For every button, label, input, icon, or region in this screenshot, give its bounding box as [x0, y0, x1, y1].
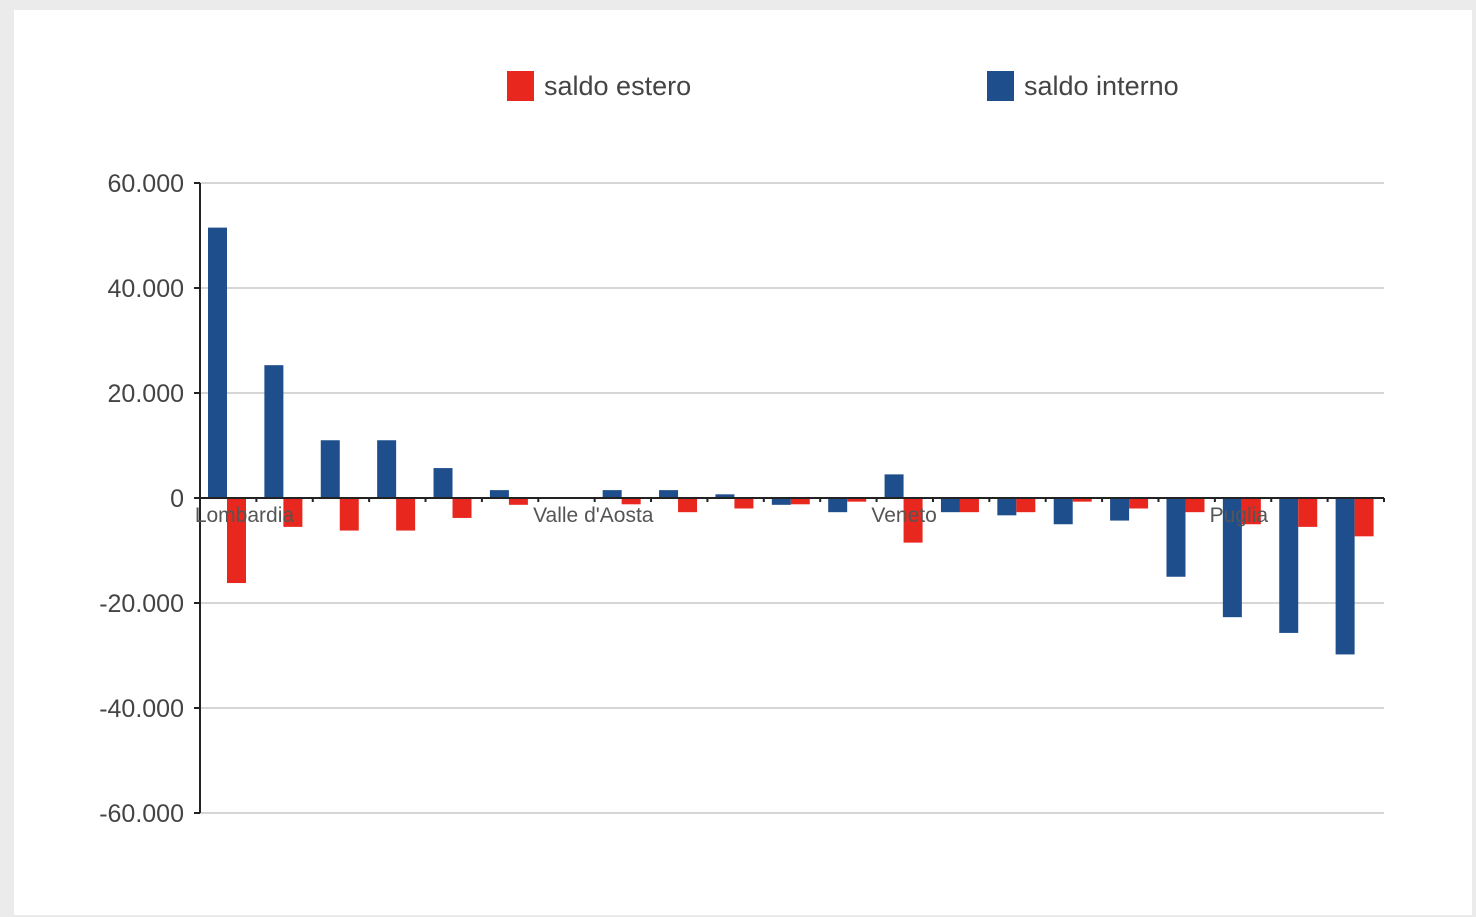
bar-saldo-interno-5 — [433, 468, 453, 498]
bar-saldo-interno-14 — [940, 498, 960, 513]
y-tick-label: 60.000 — [108, 170, 184, 198]
bar-saldo-interno-9 — [659, 490, 679, 498]
bar-saldo-interno-21 — [1335, 498, 1355, 655]
bar-saldo-estero-19 — [1241, 498, 1261, 525]
bar-saldo-interno-13 — [884, 474, 904, 498]
bar-saldo-interno-3 — [320, 440, 340, 498]
x-category-label: Puglia — [1210, 504, 1269, 527]
y-tick-label: -40.000 — [99, 695, 184, 723]
bar-saldo-estero-13 — [903, 498, 923, 543]
bar-saldo-estero-4 — [396, 498, 416, 531]
bar-saldo-interno-8 — [602, 490, 622, 498]
bar-saldo-interno-17 — [1110, 498, 1130, 521]
bar-chart: 60.000 40.000 20.000 0 -20.000 -40.000 -60.000… — [99, 170, 1385, 828]
x-category-label: Veneto — [871, 504, 936, 527]
bar-saldo-interno-4 — [377, 440, 397, 498]
bar-saldo-interno-20 — [1279, 498, 1299, 633]
bar-saldo-estero-11 — [790, 498, 810, 505]
bar-saldo-estero-14 — [959, 498, 979, 513]
bar-saldo-estero-18 — [1185, 498, 1205, 513]
legend-swatch-saldo-estero — [507, 71, 534, 101]
x-category-label: Valle d'Aosta — [533, 504, 654, 527]
y-tick-label: 20.000 — [108, 380, 184, 408]
y-tick-label: 0 — [170, 485, 184, 513]
bar-saldo-estero-16 — [1072, 498, 1092, 502]
bar-saldo-estero-3 — [339, 498, 359, 531]
bar-saldo-estero-8 — [621, 498, 641, 505]
bar-saldo-interno-18 — [1166, 498, 1186, 577]
bar-saldo-estero-17 — [1129, 498, 1149, 509]
bar-saldo-interno-19 — [1222, 498, 1242, 618]
y-tick-label: -20.000 — [99, 590, 184, 618]
bar-saldo-estero-1 — [227, 498, 246, 584]
bar-saldo-estero-6 — [508, 498, 528, 505]
bar-saldo-estero-5 — [452, 498, 472, 518]
bar-saldo-estero-12 — [847, 498, 867, 502]
bar-saldo-interno-15 — [997, 498, 1017, 516]
x-category-label: Lombardia — [195, 504, 295, 527]
bar-saldo-interno-10 — [715, 494, 735, 498]
bar-saldo-estero-21 — [1354, 498, 1374, 537]
bar-saldo-estero-10 — [734, 498, 754, 509]
legend-swatch-saldo-interno — [987, 71, 1014, 101]
bar-saldo-interno-16 — [1053, 498, 1073, 525]
bar-saldo-estero-20 — [1298, 498, 1318, 527]
bar-saldo-interno-6 — [489, 490, 509, 498]
bar-saldo-interno-12 — [828, 498, 848, 513]
legend-item-saldo-interno: saldo interno — [987, 70, 1179, 102]
legend-label-saldo-interno: saldo interno — [1024, 70, 1179, 101]
bar-saldo-estero-15 — [1016, 498, 1036, 513]
legend-label-saldo-estero: saldo estero — [544, 70, 692, 101]
bar-saldo-interno-1 — [208, 227, 227, 498]
bar-saldo-estero-2 — [283, 498, 303, 527]
y-tick-label: 40.000 — [108, 275, 184, 303]
chart-card: saldo estero saldo interno 60.000 40.000 2… — [14, 10, 1472, 915]
bar-saldo-interno-11 — [771, 498, 791, 505]
legend-item-saldo-estero: saldo estero — [507, 70, 691, 102]
bar-saldo-interno-2 — [264, 365, 284, 498]
y-tick-label: -60.000 — [99, 800, 184, 828]
bar-saldo-estero-9 — [678, 498, 698, 513]
